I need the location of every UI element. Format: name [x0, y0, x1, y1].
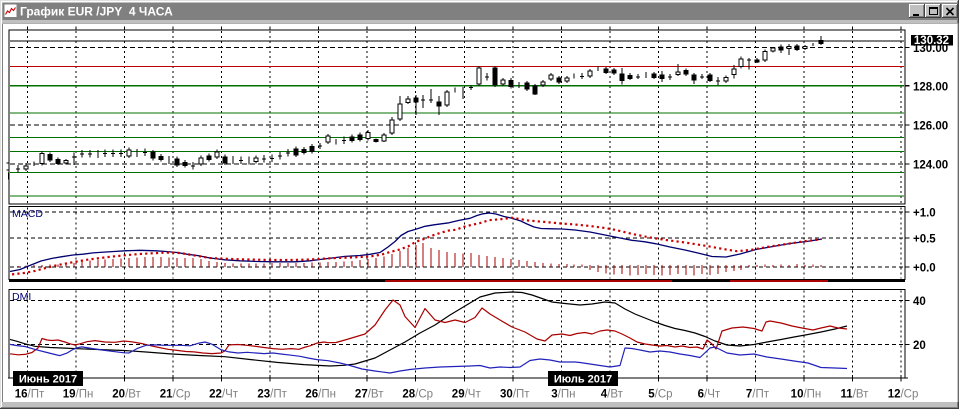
svg-text:7/Пт: 7/Пт: [746, 389, 770, 401]
svg-text:6/Чт: 6/Чт: [698, 389, 721, 401]
svg-text:21/Ср: 21/Ср: [160, 389, 191, 401]
svg-text:11/Вт: 11/Вт: [841, 389, 870, 401]
svg-text:128.00: 128.00: [913, 81, 948, 93]
svg-text:22/Чт: 22/Чт: [209, 389, 239, 401]
svg-text:26/Пн: 26/Пн: [305, 389, 336, 401]
svg-text:16/Пт: 16/Пт: [15, 389, 45, 401]
svg-text:126.00: 126.00: [913, 121, 948, 133]
svg-text:10/Пн: 10/Пн: [791, 389, 822, 401]
svg-text:40: 40: [913, 296, 926, 308]
svg-text:30/Пт: 30/Пт: [500, 389, 530, 401]
svg-text:4/Вт: 4/Вт: [601, 389, 624, 401]
svg-text:+1.0: +1.0: [913, 208, 936, 220]
svg-text:27/Вт: 27/Вт: [355, 389, 384, 401]
svg-text:Июль 2017: Июль 2017: [554, 374, 612, 386]
svg-text:+0.0: +0.0: [913, 263, 936, 275]
svg-text:3/Пн: 3/Пн: [551, 389, 575, 401]
svg-text:19/Пн: 19/Пн: [63, 389, 94, 401]
svg-text:20: 20: [913, 340, 926, 352]
svg-text:12/Ср: 12/Ср: [888, 389, 919, 401]
svg-text:MACD: MACD: [12, 208, 43, 220]
svg-text:28/Ср: 28/Ср: [402, 389, 433, 401]
svg-text:23/Пт: 23/Пт: [257, 389, 287, 401]
svg-text:124.00: 124.00: [913, 159, 948, 171]
svg-text:5/Ср: 5/Ср: [648, 389, 672, 401]
svg-text:130.32: 130.32: [914, 35, 949, 47]
svg-text:DMI: DMI: [12, 291, 31, 303]
svg-text:+0.5: +0.5: [913, 234, 936, 246]
svg-text:130.00: 130.00: [913, 43, 948, 55]
svg-text:29/Чт: 29/Чт: [452, 389, 482, 401]
svg-text:20/Вт: 20/Вт: [112, 389, 141, 401]
svg-text:График EUR /JPY 4 ЧАСА: График EUR /JPY 4 ЧАСА: [20, 5, 173, 19]
svg-text:Июнь 2017: Июнь 2017: [19, 374, 77, 386]
